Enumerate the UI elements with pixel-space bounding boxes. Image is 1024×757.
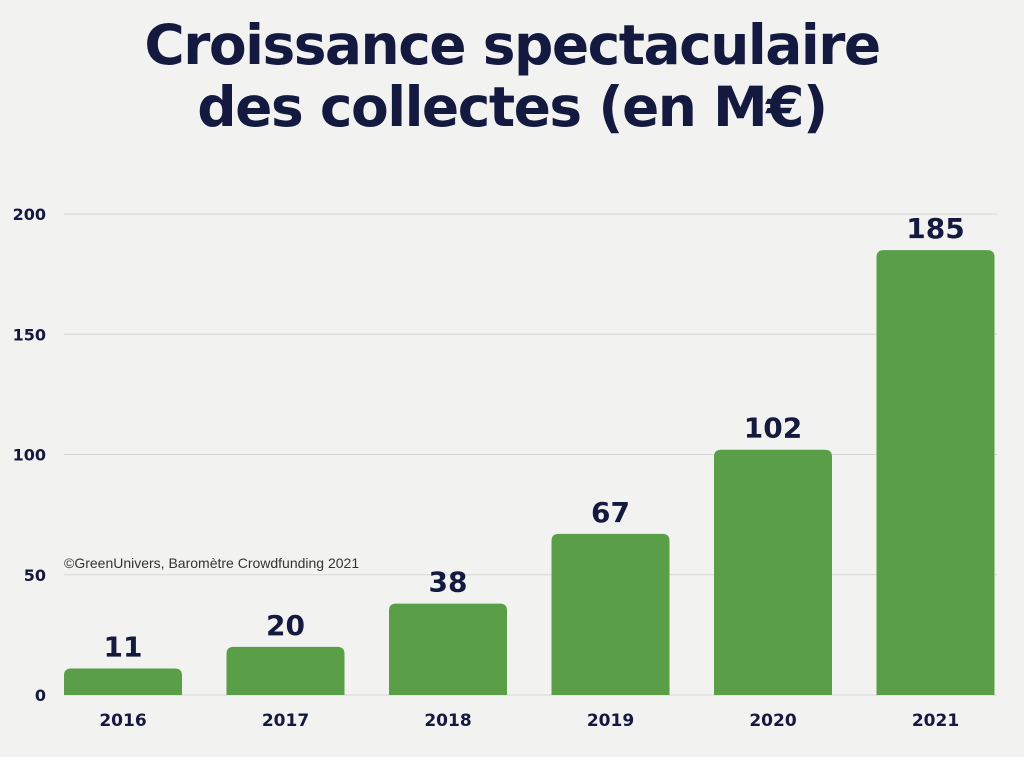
y-axis-tick-labels: 0 50 100 150 200 [13,205,46,705]
bar-value-label: 67 [591,496,630,529]
chart-title-line-1: Croissance spectaculaire [144,13,881,77]
y-tick-label: 200 [13,205,46,224]
gridlines [64,213,997,696]
x-tick-label: 2019 [587,711,634,731]
bar-value-labels: 11 20 38 67 102 185 [104,212,965,663]
bar-2021 [876,250,995,695]
bar-value-label: 185 [906,212,964,245]
x-tick-label: 2018 [424,711,471,731]
x-tick-label: 2020 [749,711,796,731]
bars [64,250,995,695]
bar-2020 [714,449,832,695]
x-tick-label: 2021 [912,711,959,731]
x-tick-label: 2017 [262,711,309,731]
y-tick-label: 100 [13,446,46,465]
chart-title: Croissance spectaculaire des collectes (… [0,14,1024,138]
source-credit: ©GreenUnivers, Baromètre Crowdfunding 20… [64,555,360,571]
bar-value-label: 11 [104,631,143,664]
x-tick-label: 2016 [99,711,146,731]
bar-2019 [551,533,670,695]
chart-title-line-2: des collectes (en M€) [197,75,828,139]
bar-2016 [64,668,182,695]
x-axis-tick-labels: 2016 2017 2018 2019 2020 2021 [99,711,959,731]
bar-value-label: 102 [744,412,802,445]
bar-value-label: 20 [266,609,305,642]
bar-value-label: 38 [429,566,468,599]
y-tick-label: 0 [35,686,46,705]
y-tick-label: 50 [24,566,46,585]
bar-2017 [226,646,345,695]
bar-2018 [389,603,507,695]
y-tick-label: 150 [13,325,46,344]
